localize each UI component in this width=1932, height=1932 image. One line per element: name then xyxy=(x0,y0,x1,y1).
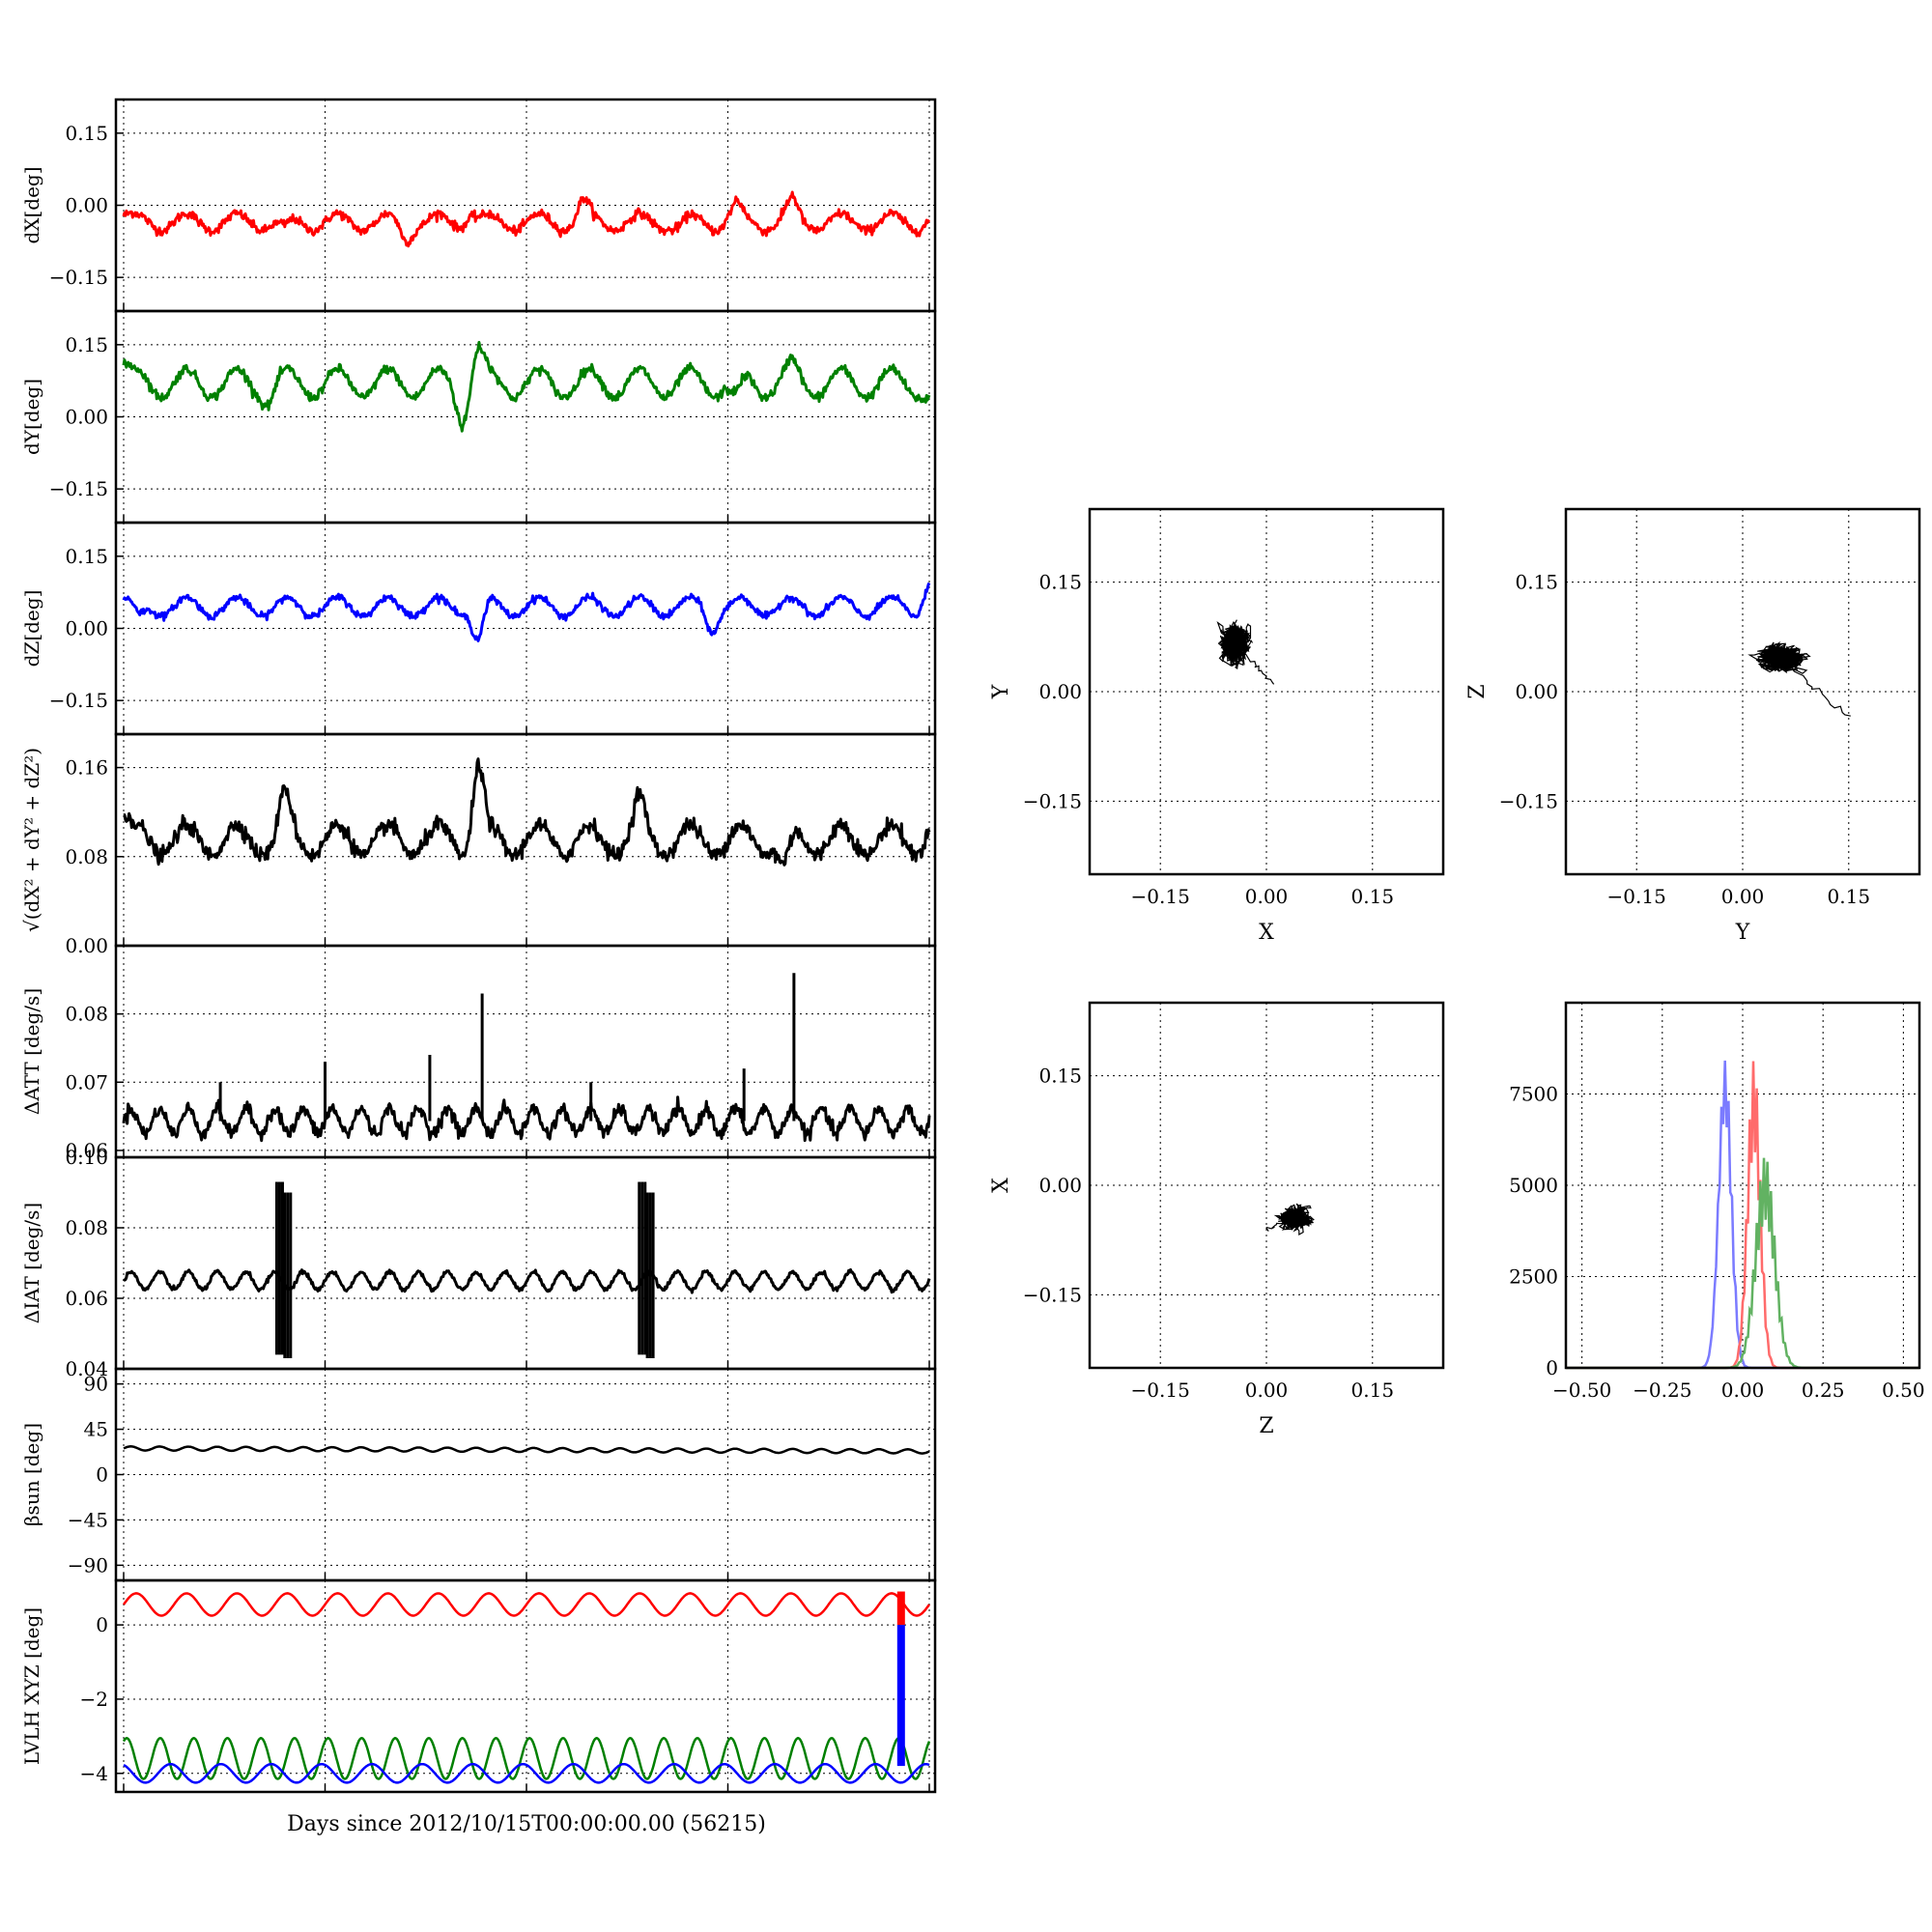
xtick-label: 0.00 xyxy=(1721,1378,1765,1402)
ytick-label: 0.08 xyxy=(65,1216,108,1239)
series-line xyxy=(122,1592,931,1617)
ytick-label: 0.00 xyxy=(1515,680,1558,703)
panel-frame-YZ xyxy=(1564,507,1921,876)
ytick-label: 2500 xyxy=(1509,1265,1558,1289)
scatter-trace xyxy=(1216,619,1275,685)
ytick-label: 0.15 xyxy=(1038,571,1082,594)
ytick-label: 0.00 xyxy=(65,934,108,957)
series-line xyxy=(123,1762,930,1784)
ytick-label: −0.15 xyxy=(49,477,108,500)
scatter-trace xyxy=(1747,640,1851,717)
ytick-label: 0.15 xyxy=(65,545,108,568)
xtick-label: 0.00 xyxy=(1721,885,1765,908)
scatter-xlabel: X xyxy=(1259,921,1274,945)
ytick-label: 0 xyxy=(96,1463,108,1487)
ytick-label: 0.06 xyxy=(65,1139,108,1162)
ytick-label: −90 xyxy=(68,1553,108,1577)
scatter-ylabel: Y xyxy=(989,684,1013,699)
ytick-label: 0.10 xyxy=(65,1146,108,1169)
ytick-label: 0.15 xyxy=(65,333,108,356)
xtick-label: 0.00 xyxy=(1245,885,1289,908)
scatter-xlabel: Y xyxy=(1735,921,1750,945)
panel-frame-dIAT xyxy=(114,1155,937,1371)
xtick-label: −0.25 xyxy=(1633,1378,1691,1402)
ytick-label: −0.15 xyxy=(49,689,108,712)
ytick-label: 0 xyxy=(96,1613,108,1636)
ytick-label: 0.00 xyxy=(1038,1174,1082,1197)
ytick-label: 0.16 xyxy=(65,756,108,780)
panel-frame-XY xyxy=(1088,507,1445,876)
xtick-label: 0.50 xyxy=(1882,1378,1925,1402)
series-line xyxy=(123,757,931,867)
ylabel-lvlh: LVLH XYZ [deg] xyxy=(20,1607,43,1765)
xtick-label: −0.15 xyxy=(1131,885,1190,908)
xtick-label: −0.15 xyxy=(1131,1378,1190,1402)
ylabel-beta: βsun [deg] xyxy=(20,1423,43,1526)
ytick-label: −2 xyxy=(80,1688,108,1711)
panel-frame-lvlh xyxy=(114,1578,937,1794)
ytick-label: 0.08 xyxy=(65,845,108,868)
scatter-ylabel: X xyxy=(989,1178,1013,1193)
ytick-label: 5000 xyxy=(1509,1174,1558,1197)
ytick-label: 45 xyxy=(84,1418,108,1441)
series-line xyxy=(122,190,931,248)
marker-red xyxy=(896,1591,905,1626)
xtick-label: 0.00 xyxy=(1245,1378,1289,1402)
xtick-label: 0.25 xyxy=(1802,1378,1845,1402)
series-line xyxy=(122,340,931,433)
ytick-label: 0.00 xyxy=(65,406,108,429)
series-line xyxy=(122,582,931,642)
text-layer: 0.15 0.00 −0.15 dX[deg] 0.15 0.00 −0.15 dY[deg]… xyxy=(20,122,1925,1785)
ylabel-dY: dY[deg] xyxy=(20,379,43,455)
series-line xyxy=(122,1737,931,1780)
ytick-label: 90 xyxy=(84,1373,108,1396)
ytick-label: 0.04 xyxy=(65,1357,108,1380)
ytick-label: 0.08 xyxy=(65,1003,108,1026)
xtick-label: 0.15 xyxy=(1828,885,1871,908)
panel-frame-ZX xyxy=(1088,1001,1445,1370)
xtick-label: −0.15 xyxy=(1607,885,1666,908)
x-axis-label: Days since 2012/10/15T00:00:00.00 (56215… xyxy=(287,1812,766,1836)
panel-frame-hist xyxy=(1564,1001,1921,1370)
ytick-label: 0.00 xyxy=(65,617,108,640)
data-layer xyxy=(122,190,1919,1784)
ylabel-dX: dX[deg] xyxy=(20,166,43,243)
series-line xyxy=(122,1267,931,1294)
ylabel-dIAT: ΔIAT [deg/s] xyxy=(20,1203,43,1323)
ytick-label: −4 xyxy=(80,1762,108,1785)
xtick-label: 0.15 xyxy=(1351,885,1395,908)
marker-blue xyxy=(896,1625,905,1767)
ylabel-norm: √(dX² + dY² + dZ²) xyxy=(20,748,43,932)
ytick-label: 0.15 xyxy=(1515,571,1558,594)
scatter-xlabel: Z xyxy=(1259,1414,1273,1438)
xtick-label: −0.50 xyxy=(1552,1378,1611,1402)
series-line xyxy=(123,1445,930,1455)
scatter-trace xyxy=(1265,1203,1315,1236)
ylabel-dATT: ΔATT [deg/s] xyxy=(20,988,43,1115)
ytick-label: 0.00 xyxy=(1038,680,1082,703)
ytick-label: −0.15 xyxy=(1499,789,1558,812)
ylabel-dZ: dZ[deg] xyxy=(20,590,43,668)
xtick-label: 0.15 xyxy=(1351,1378,1395,1402)
ytick-label: 0.00 xyxy=(65,194,108,217)
ytick-label: 0.15 xyxy=(1038,1065,1082,1088)
axes-frames xyxy=(114,98,1921,1794)
ytick-label: 0 xyxy=(1546,1356,1558,1379)
ytick-label: −0.15 xyxy=(1023,789,1082,812)
scatter-ylabel: Z xyxy=(1465,684,1490,698)
ytick-label: −45 xyxy=(68,1508,108,1531)
ytick-label: 0.07 xyxy=(65,1070,108,1094)
ytick-label: −0.15 xyxy=(1023,1283,1082,1306)
ytick-label: 0.15 xyxy=(65,122,108,145)
ytick-label: 0.06 xyxy=(65,1287,108,1310)
ytick-label: 7500 xyxy=(1509,1083,1558,1106)
ytick-label: −0.15 xyxy=(49,266,108,289)
